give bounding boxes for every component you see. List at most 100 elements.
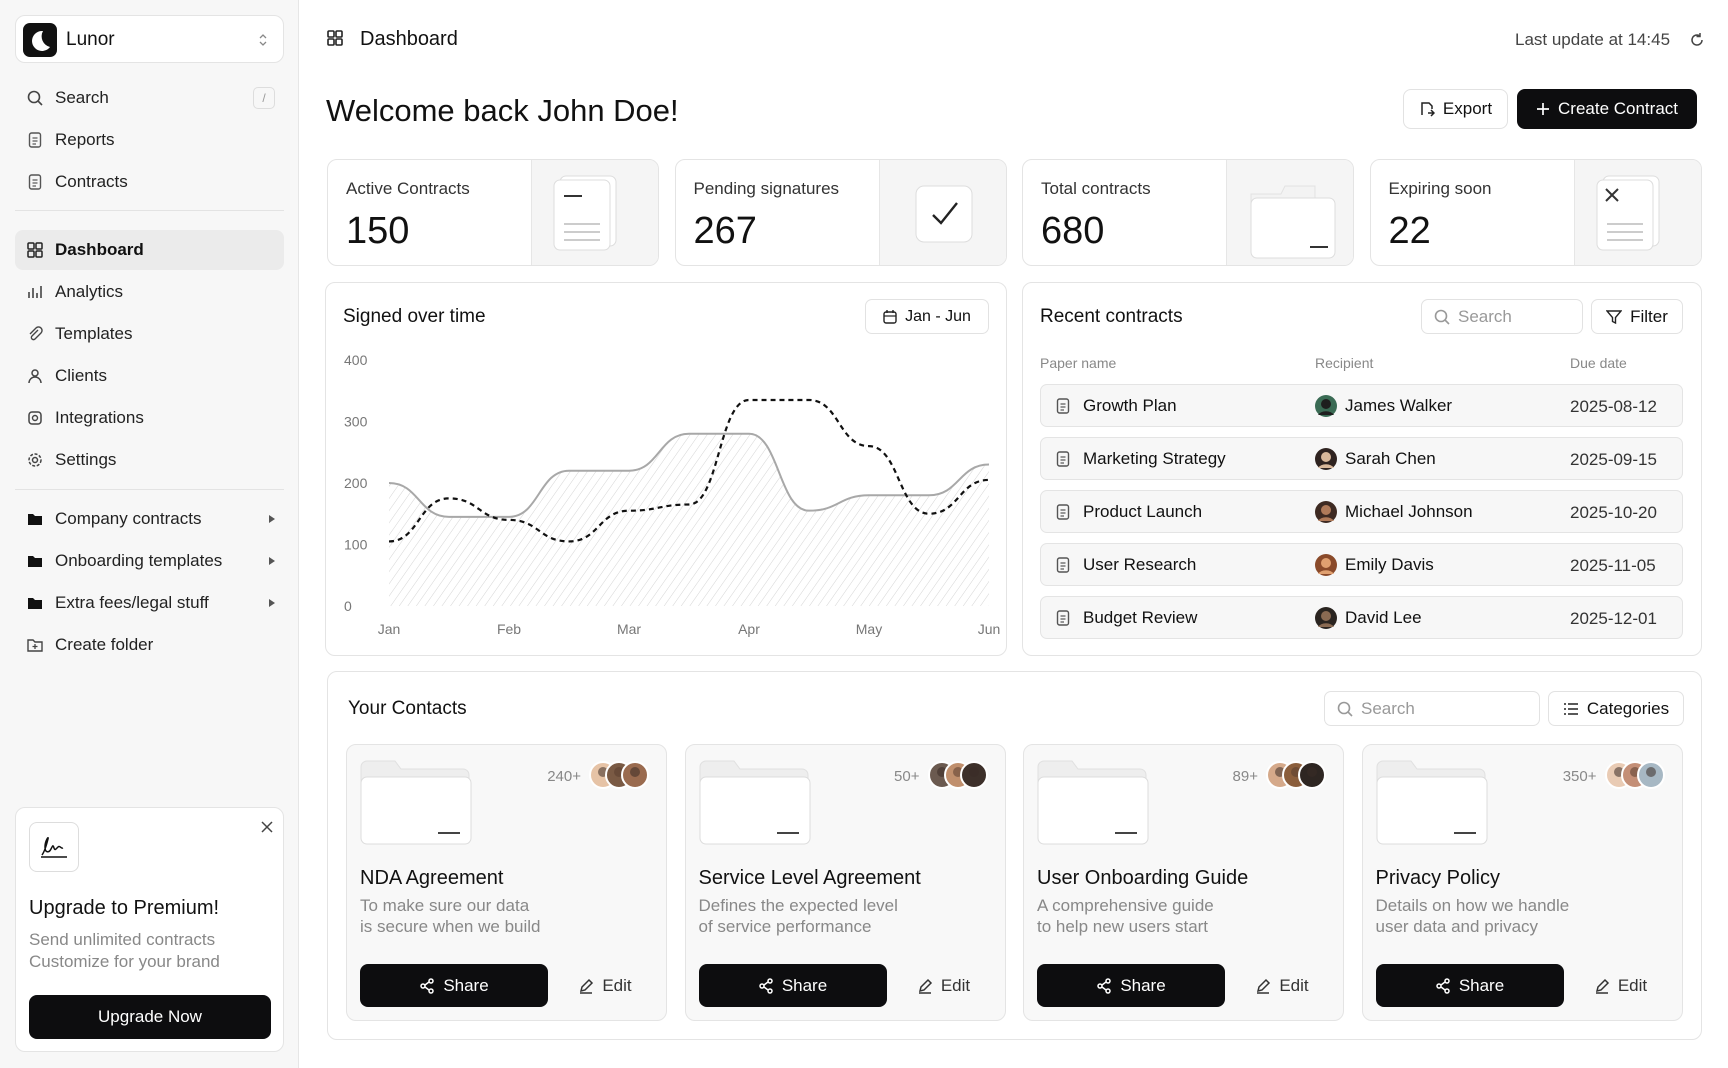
categories-button[interactable]: Categories (1548, 691, 1684, 726)
contact-title: Privacy Policy (1375, 867, 1500, 889)
export-button[interactable]: Export (1403, 89, 1508, 129)
y-tick-label: 200 (344, 475, 368, 491)
contract-row[interactable]: Marketing Strategy Sarah Chen 2025-09-15 (1040, 437, 1683, 480)
nav-item[interactable]: Integrations (15, 398, 284, 438)
x-tick-label: Apr (738, 621, 760, 637)
avatar (1315, 501, 1337, 523)
stat-label: Pending signatures (693, 179, 840, 198)
contract-row[interactable]: Product Launch Michael Johnson 2025-10-20 (1040, 490, 1683, 533)
stat-illustration (1250, 185, 1336, 259)
folder-illustration (699, 760, 810, 845)
nav-item[interactable]: Onboarding templates (15, 541, 284, 581)
nav-item[interactable]: Dashboard (15, 230, 284, 270)
x-tick-label: May (856, 621, 882, 637)
contact-description: Defines the expected level (698, 896, 898, 915)
stat-value: 267 (693, 210, 757, 252)
nav-item[interactable]: Analytics (15, 272, 284, 312)
edit-button[interactable]: Edit (557, 964, 653, 1007)
paper-name: Budget Review (1083, 608, 1198, 627)
share-button[interactable]: Share (1037, 964, 1225, 1007)
create-contract-button[interactable]: Create Contract (1517, 89, 1697, 129)
search-input[interactable]: Search (1421, 299, 1583, 334)
workspace-switcher[interactable]: Lunor (15, 15, 284, 63)
stat-label: Total contracts (1041, 179, 1151, 198)
avatar (1315, 607, 1337, 629)
contact-description: user data and privacy (1375, 917, 1539, 936)
nav-label: Search (55, 88, 109, 107)
nav-item[interactable]: Settings (15, 440, 284, 480)
search-input[interactable]: Search (1324, 691, 1540, 726)
search-placeholder: Search (1361, 698, 1415, 718)
nav-item[interactable]: Clients (15, 356, 284, 396)
filter-button[interactable]: Filter (1591, 299, 1683, 334)
calendar-icon (883, 309, 897, 324)
nav-item[interactable]: Templates (15, 314, 284, 354)
refresh-icon (1691, 33, 1703, 46)
contact-description: to help new users start (1037, 917, 1209, 936)
nav-item[interactable]: Contracts (15, 162, 284, 202)
contract-row[interactable]: Growth Plan James Walker 2025-08-12 (1040, 384, 1683, 427)
nav-item[interactable]: Company contracts (15, 499, 284, 539)
edit-button[interactable]: Edit (1573, 964, 1669, 1007)
stat-art (878, 160, 1006, 265)
edit-button[interactable]: Edit (896, 964, 992, 1007)
stat-art (1226, 160, 1353, 265)
recipient: Michael Johnson (1345, 502, 1473, 521)
edit-icon (1595, 978, 1609, 994)
contact-count: 350+ (1562, 768, 1597, 785)
nav-item[interactable]: Extra fees/legal stuff (15, 583, 284, 623)
nav-item[interactable]: Reports (15, 120, 284, 160)
contact-description: Details on how we handle (1375, 896, 1570, 915)
nav-item[interactable]: Create folder (15, 625, 284, 665)
stat-art (531, 160, 658, 265)
recent-contracts-card: Recent contracts Search Filter Paper name Re… (1022, 282, 1702, 656)
contact-description: of service performance (698, 917, 872, 936)
stat-value: 680 (1041, 210, 1105, 252)
edit-icon (580, 978, 594, 994)
upgrade-button[interactable]: Upgrade Now (29, 995, 271, 1039)
nav-item[interactable]: Search / (15, 78, 284, 118)
create-label: Create Contract (1558, 99, 1678, 118)
share-button[interactable]: Share (698, 964, 887, 1007)
doc-icon (1056, 504, 1070, 520)
close-icon[interactable] (261, 821, 273, 833)
column-header: Recipient (1315, 355, 1374, 371)
share-button[interactable]: Share (1375, 964, 1564, 1007)
avatar (1315, 554, 1337, 576)
range-button[interactable]: Jan - Jun (865, 299, 989, 334)
stat-value: 150 (346, 210, 410, 252)
nav-icon (27, 639, 43, 652)
contact-card: 240+ NDA Agreement To make sure our data is… (346, 744, 667, 1021)
contract-row[interactable]: Budget Review David Lee 2025-12-01 (1040, 596, 1683, 639)
share-button[interactable]: Share (360, 964, 548, 1007)
x-tick-label: Mar (617, 621, 641, 637)
column-header: Due date (1570, 355, 1627, 371)
doc-icon (1056, 610, 1070, 626)
edit-button[interactable]: Edit (1234, 964, 1330, 1007)
nav-label: Analytics (55, 282, 124, 301)
edit-label: Edit (1617, 975, 1648, 995)
stat-label: Expiring soon (1388, 179, 1492, 198)
expand-arrow (269, 515, 275, 523)
nav-label: Create folder (55, 635, 154, 654)
nav-label: Settings (55, 450, 117, 469)
contact-card: 50+ Service Level Agreement Defines the ex… (684, 744, 1006, 1021)
categories-label: Categories (1586, 698, 1670, 718)
upgrade-card: Upgrade to Premium! Send unlimited contra… (15, 807, 284, 1052)
avatar-stack (1604, 761, 1665, 789)
share-icon (1436, 977, 1450, 994)
line (388, 398, 990, 543)
export-label: Export (1442, 99, 1493, 118)
nav-icon (28, 598, 42, 609)
avatar-stack (589, 761, 649, 789)
due-date: 2025-11-05 (1570, 556, 1656, 575)
signature (41, 836, 67, 858)
stat-card: Expiring soon 22 (1369, 159, 1702, 266)
x-tick-label: Feb (497, 621, 521, 637)
doc-icon (1056, 451, 1070, 467)
contract-row[interactable]: User Research Emily Davis 2025-11-05 (1040, 543, 1683, 586)
nav-icon (28, 556, 42, 567)
nav-label: Dashboard (55, 240, 144, 259)
brand-name: Lunor (66, 29, 115, 50)
